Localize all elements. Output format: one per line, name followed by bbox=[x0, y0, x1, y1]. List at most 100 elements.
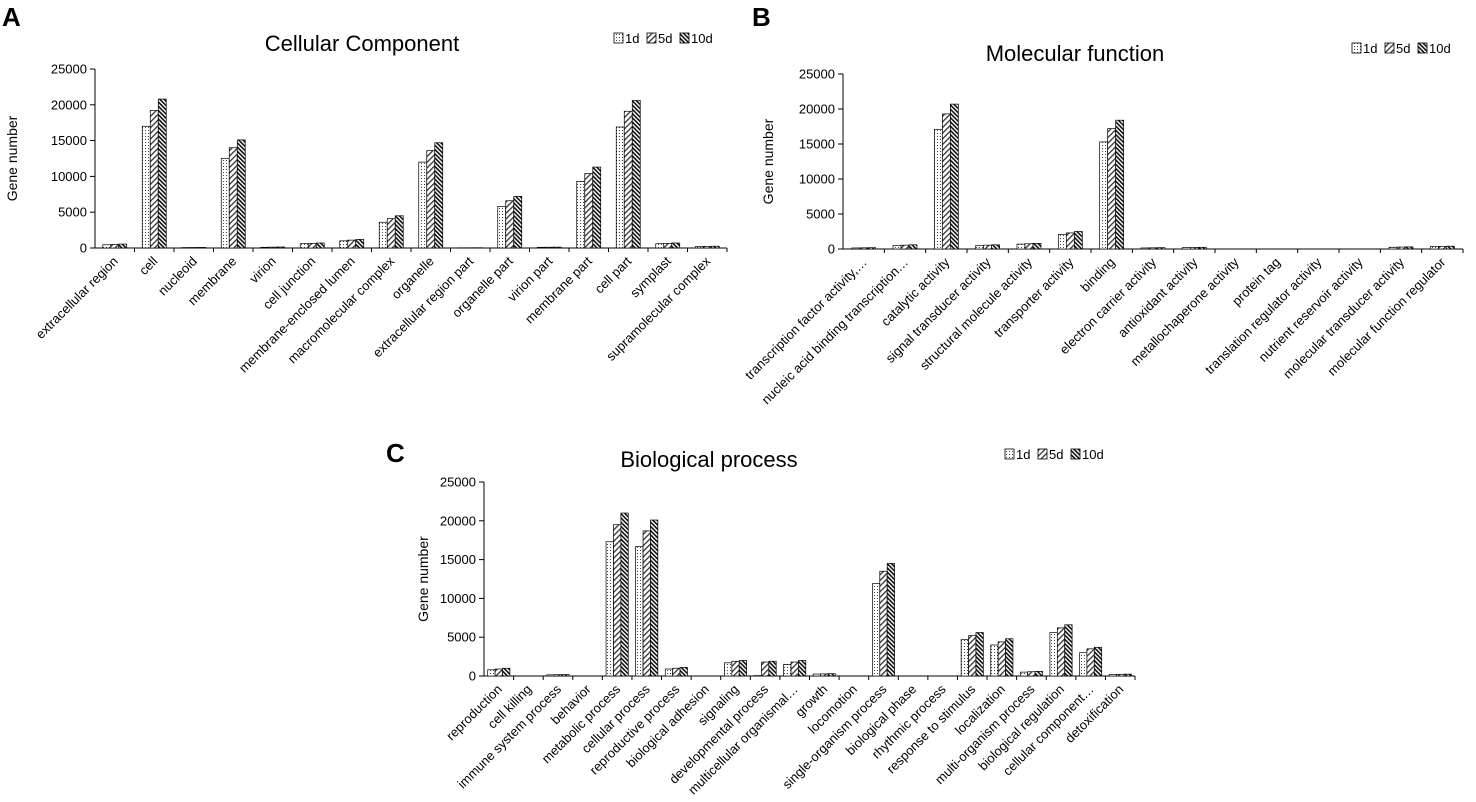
bar-c-1d-13 bbox=[872, 583, 881, 677]
bar-b-10d-3 bbox=[991, 244, 1001, 250]
bar-c-5d-13 bbox=[879, 570, 888, 677]
legend-swatch-a-10d bbox=[679, 32, 690, 44]
bar-b-1d-3 bbox=[975, 245, 985, 250]
bar-c-10d-19 bbox=[1064, 624, 1073, 677]
y-tick-label-b: 15000 bbox=[799, 137, 835, 152]
bar-b-10d-0 bbox=[867, 247, 877, 250]
y-tick-label-c: 20000 bbox=[440, 513, 476, 528]
bar-c-5d-18 bbox=[1027, 671, 1036, 677]
bar-c-5d-5 bbox=[642, 530, 651, 677]
bar-a-1d-11 bbox=[536, 246, 546, 249]
bar-c-5d-9 bbox=[761, 661, 770, 677]
bar-b-10d-6 bbox=[1115, 119, 1125, 250]
bar-c-10d-6 bbox=[679, 667, 688, 677]
bar-a-10d-6 bbox=[355, 239, 365, 249]
bar-c-5d-0 bbox=[494, 668, 503, 677]
bar-b-1d-2 bbox=[933, 128, 943, 250]
bar-c-5d-11 bbox=[820, 673, 829, 677]
bar-a-5d-10 bbox=[505, 200, 515, 249]
category-label-b: nucleic acid binding transcription… bbox=[758, 255, 911, 408]
legend-swatch-a-5d bbox=[646, 32, 657, 44]
panel-b-molecular-function: B Molecular function 1d 5d 10d Gene number 0 50… bbox=[742, 2, 1464, 408]
bar-b-5d-4 bbox=[1024, 243, 1034, 250]
y-axis-title-b: Gene number bbox=[760, 118, 776, 204]
bar-a-1d-13 bbox=[615, 126, 625, 249]
y-tick-label-b: 20000 bbox=[799, 102, 835, 117]
bar-c-1d-20 bbox=[1079, 652, 1088, 677]
legend-label-b-5d: 5d bbox=[1396, 41, 1410, 56]
bar-a-5d-3 bbox=[228, 147, 238, 249]
bar-b-5d-5 bbox=[1065, 232, 1075, 250]
legend-swatch-b-10d bbox=[1417, 42, 1428, 54]
legend-label-a-1d: 1d bbox=[625, 31, 639, 46]
bar-a-5d-15 bbox=[702, 246, 712, 249]
category-label-b: transporter activity bbox=[991, 254, 1077, 340]
bar-c-1d-10 bbox=[783, 664, 792, 677]
bar-a-1d-10 bbox=[497, 206, 507, 249]
bar-a-5d-11 bbox=[544, 246, 554, 249]
bar-b-10d-7 bbox=[1156, 247, 1166, 250]
y-axis-title-c: Gene number bbox=[415, 536, 431, 622]
bar-b-5d-1 bbox=[900, 244, 910, 250]
bar-b-1d-8 bbox=[1181, 247, 1191, 250]
category-label-a: cell bbox=[136, 253, 160, 277]
bar-a-5d-7 bbox=[386, 218, 396, 249]
bar-c-1d-11 bbox=[812, 673, 821, 677]
bar-a-1d-3 bbox=[220, 158, 230, 249]
bar-c-5d-2 bbox=[553, 674, 563, 677]
bar-b-10d-8 bbox=[1197, 246, 1207, 250]
bar-b-10d-5 bbox=[1073, 231, 1083, 250]
bar-a-10d-2 bbox=[197, 247, 207, 249]
bar-a-1d-14 bbox=[655, 243, 665, 249]
y-tick-label-a: 25000 bbox=[51, 62, 87, 77]
legend-swatch-c-1d bbox=[1004, 448, 1015, 460]
y-tick-label-c: 10000 bbox=[440, 591, 476, 606]
bar-c-10d-17 bbox=[1005, 638, 1014, 677]
category-label-b: binding bbox=[1078, 255, 1118, 295]
bar-a-10d-15 bbox=[710, 245, 720, 249]
bar-a-5d-6 bbox=[347, 239, 357, 249]
bar-c-5d-16 bbox=[968, 635, 977, 677]
category-label-a: extracellular region bbox=[33, 254, 121, 342]
bar-c-10d-16 bbox=[975, 632, 984, 677]
bar-c-10d-13 bbox=[886, 563, 895, 677]
y-tick-label-a: 5000 bbox=[58, 205, 87, 220]
bar-b-1d-4 bbox=[1016, 243, 1026, 250]
y-tick-label-b: 10000 bbox=[799, 172, 835, 187]
bar-c-10d-20 bbox=[1093, 646, 1103, 677]
chart-title-c: Biological process bbox=[620, 447, 797, 472]
bar-a-10d-12 bbox=[592, 166, 602, 249]
bar-c-5d-21 bbox=[1116, 673, 1125, 677]
y-tick-label-b: 5000 bbox=[806, 207, 835, 222]
y-axis-title-a: Gene number bbox=[4, 115, 20, 201]
legend-swatch-b-5d bbox=[1384, 42, 1395, 54]
bar-a-10d-1 bbox=[157, 98, 167, 249]
bar-b-1d-7 bbox=[1140, 247, 1150, 250]
bar-b-10d-2 bbox=[949, 103, 959, 250]
bar-a-5d-8 bbox=[426, 150, 436, 249]
category-label-a: virion bbox=[246, 254, 279, 287]
bar-c-10d-2 bbox=[561, 674, 570, 677]
bar-c-1d-8 bbox=[724, 662, 733, 677]
legend-label-a-10d: 10d bbox=[691, 31, 713, 46]
bar-c-1d-17 bbox=[990, 644, 999, 677]
chart-title-b: Molecular function bbox=[986, 41, 1165, 66]
bar-c-1d-4 bbox=[605, 541, 614, 677]
bar-a-5d-14 bbox=[663, 242, 673, 249]
bar-a-5d-12 bbox=[584, 173, 594, 249]
y-tick-label-b: 0 bbox=[828, 242, 835, 257]
bar-b-5d-3 bbox=[983, 244, 993, 250]
y-tick-label-b: 25000 bbox=[799, 67, 835, 82]
bar-c-1d-0 bbox=[487, 669, 496, 677]
bar-c-10d-4 bbox=[620, 512, 629, 677]
legend-label-c-1d: 1d bbox=[1016, 447, 1030, 462]
bar-c-5d-4 bbox=[613, 524, 622, 677]
legend-label-a-5d: 5d bbox=[658, 31, 672, 46]
bar-c-1d-16 bbox=[960, 639, 969, 677]
bar-c-1d-5 bbox=[635, 546, 644, 677]
bar-a-1d-7 bbox=[378, 221, 388, 249]
bar-a-5d-2 bbox=[189, 247, 199, 249]
bar-a-10d-14 bbox=[671, 242, 681, 249]
bar-a-1d-0 bbox=[102, 244, 112, 249]
